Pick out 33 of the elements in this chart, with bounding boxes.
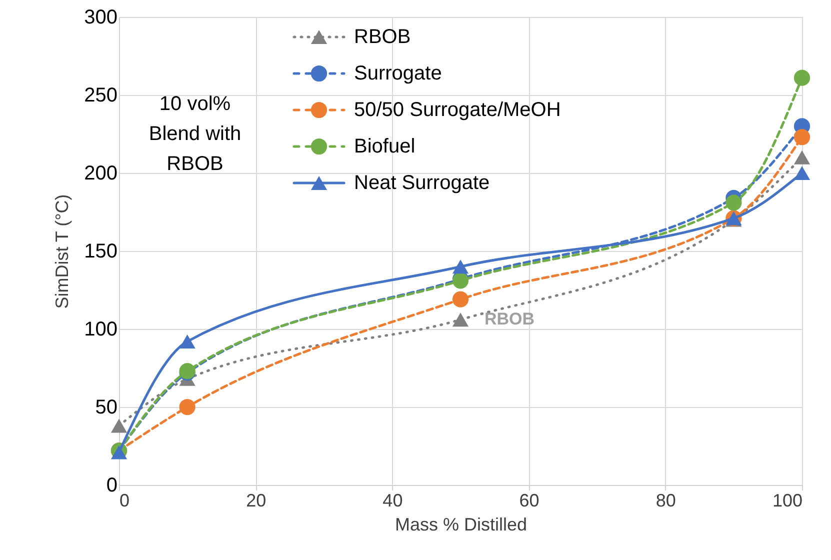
x-tick-label: 80	[656, 490, 676, 510]
point	[179, 334, 196, 348]
point	[794, 70, 810, 86]
y-tick-label: 100	[84, 318, 118, 340]
x-axis-title: Mass % Distilled	[394, 514, 528, 534]
point	[794, 166, 810, 180]
point	[110, 418, 128, 433]
point	[452, 312, 469, 327]
legend-label: Surrogate	[354, 62, 442, 84]
x-tick-label: 0	[120, 490, 130, 510]
legend-label: RBOB	[354, 26, 411, 48]
y-tick-label: 250	[84, 84, 118, 106]
point	[794, 129, 810, 146]
legend-label: 50/50 Surrogate/MeOH	[354, 99, 561, 121]
x-tick-label: 20	[246, 490, 266, 510]
point	[794, 150, 810, 164]
point	[452, 260, 469, 274]
x-tick-label: 100	[772, 490, 802, 510]
legend-label: Biofuel	[354, 136, 416, 158]
y-axis-title: SimDist T (°C)	[52, 194, 72, 309]
y-tick-label: 300	[84, 6, 118, 28]
x-tick-label: 40	[382, 490, 403, 510]
annotation: RBOB	[484, 310, 535, 329]
y-tick-label: 0	[106, 474, 118, 496]
y-tick-label: 50	[95, 396, 118, 418]
y-tick-label: 200	[84, 162, 118, 184]
point	[452, 291, 469, 308]
point	[179, 398, 196, 416]
x-tick-label: 60	[519, 490, 540, 510]
point	[726, 194, 742, 211]
annotation: 10 vol% Blend with RBOB	[148, 93, 242, 175]
legend-label: Neat Surrogate	[354, 172, 490, 194]
y-tick-label: 150	[84, 240, 118, 262]
